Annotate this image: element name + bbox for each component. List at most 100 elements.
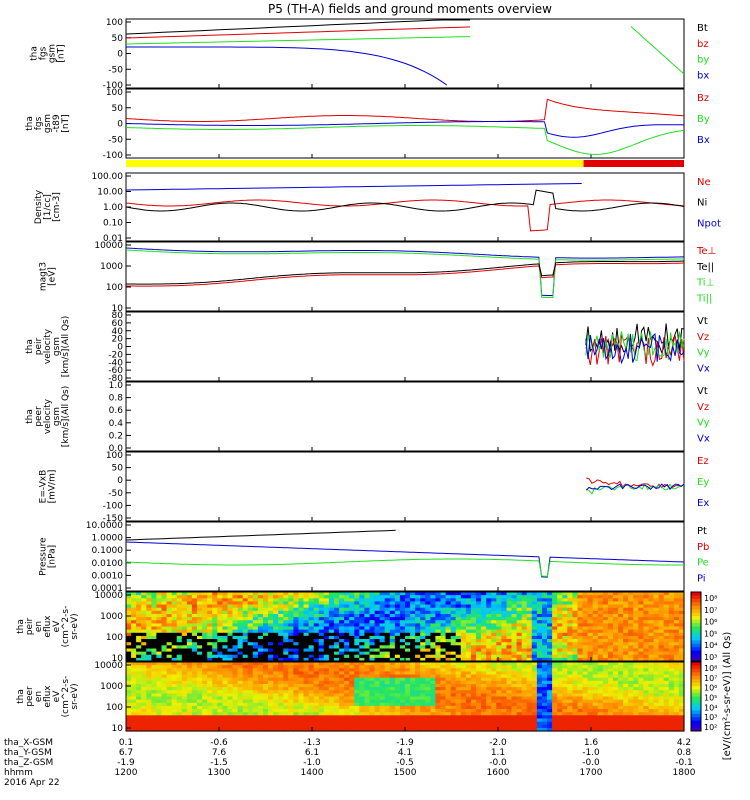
spectrogram-cell <box>649 690 655 694</box>
spectrogram-cell <box>390 620 396 624</box>
spectrogram-cell <box>177 715 183 719</box>
spectrogram-cell <box>167 690 173 694</box>
spectrogram-cell <box>664 611 670 615</box>
spectrogram-cell <box>187 605 193 609</box>
spectrogram-cell <box>339 639 345 643</box>
spectrogram-cell <box>151 595 157 599</box>
spectrogram-cell <box>446 690 452 694</box>
spectrogram-cell <box>527 690 533 694</box>
y-tick-label: 1000 <box>100 262 123 272</box>
series-bt <box>126 20 470 34</box>
spectrogram-cell <box>654 595 660 599</box>
spectrogram-cell <box>638 709 644 713</box>
spectrogram-cell <box>400 675 406 679</box>
spectrogram-cell <box>380 665 386 669</box>
y-tick-label: 0.4 <box>109 419 124 429</box>
spectrogram-cell <box>542 725 548 729</box>
spectrogram-cell <box>481 725 487 729</box>
spectrogram-cell <box>339 715 345 719</box>
spectrogram-cell <box>293 630 299 634</box>
spectrogram-cell <box>638 665 644 669</box>
spectrogram-cell <box>380 605 386 609</box>
spectrogram-cell <box>517 645 523 649</box>
spectrogram-cell <box>136 709 142 713</box>
spectrogram-cell <box>207 715 213 719</box>
spectrogram-cell <box>263 605 269 609</box>
series-bz2 <box>126 99 684 121</box>
spectrogram-cell <box>562 715 568 719</box>
spectrogram-cell <box>233 639 239 643</box>
spectrogram-cell <box>187 690 193 694</box>
spectrogram-cell <box>441 725 447 729</box>
spectrogram-cell <box>598 595 604 599</box>
spectrogram-cell <box>324 715 330 719</box>
spectrogram-cell <box>476 630 482 634</box>
spectrogram-cell <box>608 630 614 634</box>
spectrogram-cell <box>628 665 634 669</box>
spectrogram-cell <box>613 700 619 704</box>
spectrogram-cell <box>187 700 193 704</box>
spectrogram-cell <box>628 630 634 634</box>
spectrogram-cell <box>354 655 360 659</box>
spectrogram-cell <box>207 675 213 679</box>
spectrogram-cell <box>380 620 386 624</box>
legend-entry: Bx <box>697 135 710 146</box>
spectrogram-cell <box>613 645 619 649</box>
spectrogram-cell <box>344 655 350 659</box>
colorbar-tick-label: 10⁴ <box>704 641 717 650</box>
spectrogram-cell <box>410 595 416 599</box>
spectrogram-cell <box>126 700 132 704</box>
spectrogram-cell <box>385 700 391 704</box>
spectrogram-cell <box>471 681 477 685</box>
spectrogram-cell <box>258 645 264 649</box>
spectrogram-cell <box>507 725 513 729</box>
spectrogram-cell <box>390 639 396 643</box>
spectrogram-cell <box>304 645 310 649</box>
spectrogram-cell <box>517 675 523 679</box>
spectrogram-cell <box>496 715 502 719</box>
spectrogram-cell <box>552 595 558 599</box>
spectrogram-cell <box>583 681 589 685</box>
spectrogram-cell <box>598 611 604 615</box>
spectrogram-cell <box>471 690 477 694</box>
spectrogram-cell <box>273 655 279 659</box>
spectrogram-cell <box>588 709 594 713</box>
spectrogram-cell <box>385 725 391 729</box>
spectrogram-cell <box>633 709 639 713</box>
spectrogram-cell <box>552 715 558 719</box>
spectrogram-cell <box>192 595 198 599</box>
spectrogram-cell <box>430 595 436 599</box>
spectrogram-cell <box>314 655 320 659</box>
spectrogram-cell <box>633 645 639 649</box>
spectrogram-cell <box>562 709 568 713</box>
spectrogram-cell <box>456 665 462 669</box>
spectrogram-cell <box>618 709 624 713</box>
spectrogram-cell <box>623 620 629 624</box>
spectrogram-cell <box>501 690 507 694</box>
spectrogram-cell <box>410 665 416 669</box>
y-axis-label: [mV/m] <box>48 470 58 504</box>
spectrogram-cell <box>552 630 558 634</box>
spectrogram-cell <box>304 630 310 634</box>
spectrogram-cell <box>385 709 391 713</box>
spectrogram-cell <box>364 709 370 713</box>
spectrogram-cell <box>628 709 634 713</box>
spectrogram-cell <box>435 630 441 634</box>
spectrogram-cell <box>588 690 594 694</box>
spectrogram-cell <box>410 715 416 719</box>
spectrogram-cell <box>578 595 584 599</box>
spectrogram-cell <box>212 611 218 615</box>
legend-entry: Te⊥ <box>696 246 716 257</box>
spectrogram-cell <box>522 690 528 694</box>
spectrogram-cell <box>476 681 482 685</box>
spectrogram-cell <box>415 595 421 599</box>
spectrogram-cell <box>390 700 396 704</box>
spectrogram-cell <box>187 645 193 649</box>
spectrogram-cell <box>476 665 482 669</box>
spectrogram-cell <box>136 639 142 643</box>
spectrogram-cell <box>603 690 609 694</box>
spectrogram-cell <box>359 675 365 679</box>
spectrogram-cell <box>608 655 614 659</box>
spectrogram-cell <box>283 675 289 679</box>
spectrogram-cell <box>131 630 137 634</box>
